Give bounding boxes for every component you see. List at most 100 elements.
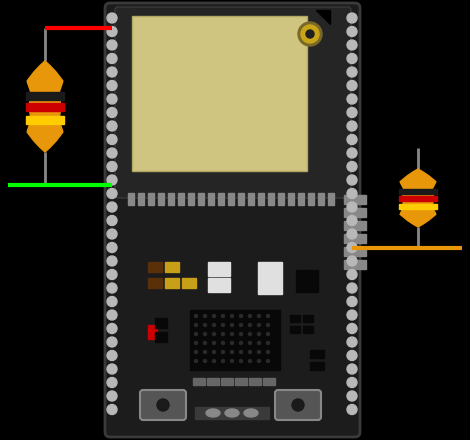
Circle shape [347, 297, 357, 307]
Circle shape [107, 175, 117, 185]
Bar [249, 378, 261, 385]
Bar [238, 193, 244, 205]
Bar [248, 193, 254, 205]
Circle shape [347, 202, 357, 212]
Polygon shape [399, 189, 437, 194]
Bar [148, 325, 157, 339]
Bar [278, 193, 284, 205]
FancyBboxPatch shape [105, 3, 360, 437]
Bar [303, 326, 313, 333]
Bar [288, 193, 294, 205]
Circle shape [107, 26, 117, 37]
Circle shape [204, 359, 206, 363]
Bar [344, 221, 366, 230]
Circle shape [107, 323, 117, 334]
Circle shape [204, 315, 206, 318]
Circle shape [347, 283, 357, 293]
Bar [318, 193, 324, 205]
Circle shape [301, 25, 319, 43]
Bar [208, 193, 214, 205]
Circle shape [249, 359, 251, 363]
Polygon shape [399, 196, 437, 201]
Circle shape [249, 351, 251, 353]
Bar [303, 315, 313, 322]
Circle shape [258, 315, 260, 318]
Circle shape [258, 323, 260, 326]
Circle shape [347, 323, 357, 334]
Polygon shape [316, 10, 330, 24]
Bar [208, 262, 230, 276]
Circle shape [107, 94, 117, 104]
Circle shape [107, 364, 117, 374]
Circle shape [107, 391, 117, 401]
Circle shape [195, 351, 197, 353]
Circle shape [107, 378, 117, 388]
Circle shape [107, 310, 117, 320]
Circle shape [306, 30, 314, 38]
Bar [344, 195, 366, 204]
Circle shape [266, 315, 269, 318]
Circle shape [107, 202, 117, 212]
Circle shape [107, 107, 117, 117]
Circle shape [230, 351, 234, 353]
Circle shape [107, 81, 117, 91]
Bar [344, 260, 366, 269]
Polygon shape [399, 204, 437, 209]
Bar [168, 193, 174, 205]
Circle shape [258, 341, 260, 345]
Bar [344, 234, 366, 243]
Bar [188, 193, 194, 205]
Circle shape [107, 404, 117, 414]
FancyBboxPatch shape [140, 390, 186, 420]
Circle shape [107, 351, 117, 360]
Circle shape [240, 333, 243, 335]
Bar [290, 315, 300, 322]
Circle shape [347, 391, 357, 401]
Circle shape [221, 323, 225, 326]
Circle shape [107, 242, 117, 253]
Circle shape [230, 359, 234, 363]
Bar [328, 193, 334, 205]
Circle shape [107, 161, 117, 172]
Circle shape [107, 188, 117, 198]
Circle shape [107, 269, 117, 279]
Circle shape [107, 40, 117, 50]
Bar [138, 193, 144, 205]
Circle shape [347, 175, 357, 185]
Circle shape [249, 323, 251, 326]
Bar [235, 378, 247, 385]
Bar [258, 262, 282, 294]
Bar [148, 262, 162, 272]
Circle shape [107, 135, 117, 144]
Circle shape [347, 13, 357, 23]
Circle shape [258, 359, 260, 363]
Circle shape [221, 351, 225, 353]
Bar [158, 193, 164, 205]
Circle shape [347, 148, 357, 158]
Circle shape [347, 216, 357, 225]
Circle shape [221, 333, 225, 335]
Circle shape [347, 310, 357, 320]
Circle shape [107, 216, 117, 225]
Circle shape [230, 323, 234, 326]
Circle shape [347, 229, 357, 239]
Bar [228, 193, 234, 205]
Circle shape [195, 315, 197, 318]
Circle shape [266, 359, 269, 363]
Circle shape [240, 351, 243, 353]
Bar [198, 193, 204, 205]
Bar [178, 193, 184, 205]
Circle shape [258, 333, 260, 335]
Bar [308, 193, 314, 205]
Polygon shape [400, 169, 436, 227]
Circle shape [347, 242, 357, 253]
Circle shape [249, 341, 251, 345]
Bar [310, 362, 324, 370]
Circle shape [204, 323, 206, 326]
Ellipse shape [225, 409, 239, 417]
Bar [148, 278, 162, 288]
Circle shape [249, 333, 251, 335]
Circle shape [230, 315, 234, 318]
Circle shape [212, 323, 216, 326]
Circle shape [347, 161, 357, 172]
